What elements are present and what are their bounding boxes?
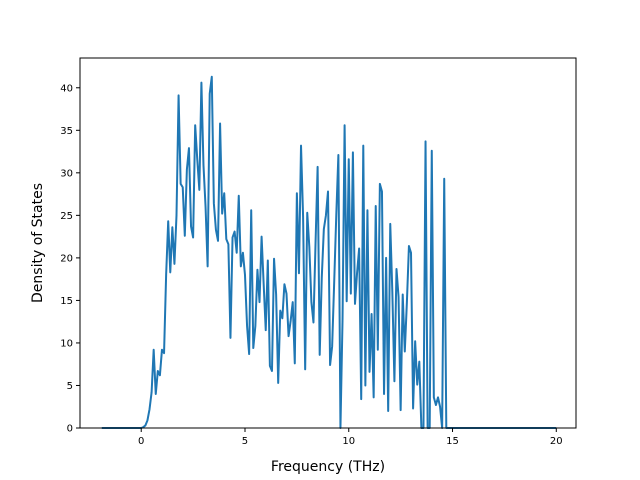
y-tick-label: 0 bbox=[67, 424, 73, 435]
y-axis-title: Density of States bbox=[30, 183, 46, 303]
axes-frame bbox=[79, 57, 577, 429]
y-ticks: 0 5 10 15 20 25 30 35 40 bbox=[60, 83, 80, 435]
y-tick-label: 30 bbox=[60, 168, 73, 179]
x-axis-title: Frequency (THz) bbox=[271, 459, 385, 475]
x-ticks: 0 5 10 15 20 bbox=[138, 428, 563, 447]
dos-series-line-0 bbox=[101, 75, 557, 429]
x-tick-label: 20 bbox=[550, 436, 563, 447]
y-tick-label: 40 bbox=[60, 83, 73, 94]
y-tick-label: 20 bbox=[60, 253, 73, 264]
x-tick-label: 10 bbox=[342, 436, 355, 447]
y-tick-label: 10 bbox=[60, 338, 73, 349]
y-tick-label: 15 bbox=[60, 296, 73, 307]
x-tick-label: 0 bbox=[138, 436, 144, 447]
x-tick-label: 5 bbox=[242, 436, 248, 447]
x-tick-label: 15 bbox=[446, 436, 459, 447]
y-tick-label: 25 bbox=[60, 211, 73, 222]
series-layer bbox=[101, 75, 557, 429]
y-tick-label: 35 bbox=[60, 126, 73, 137]
y-tick-label: 5 bbox=[67, 381, 73, 392]
